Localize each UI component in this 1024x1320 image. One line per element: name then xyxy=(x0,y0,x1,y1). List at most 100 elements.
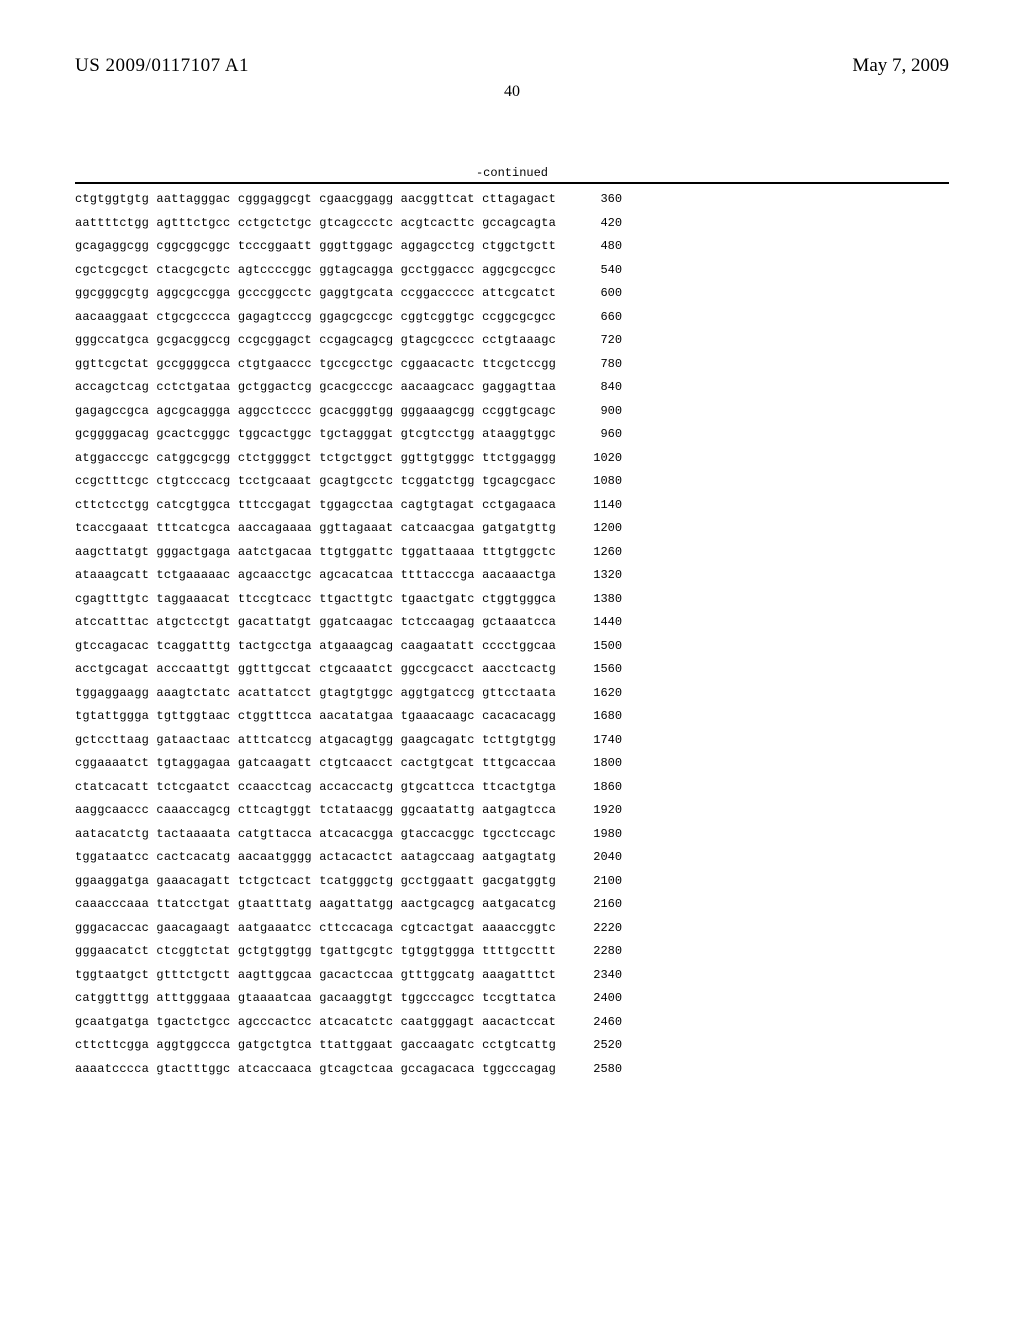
sequence-position: 360 xyxy=(582,190,622,208)
sequence-text: cttctcctgg catcgtggca tttccgagat tggagcc… xyxy=(75,496,556,514)
sequence-row: aaggcaaccc caaaccagcg cttcagtggt tctataa… xyxy=(75,801,949,819)
sequence-position: 2280 xyxy=(582,942,622,960)
sequence-text: ataaagcatt tctgaaaaac agcaacctgc agcacat… xyxy=(75,566,556,584)
sequence-text: caaacccaaa ttatcctgat gtaatttatg aagatta… xyxy=(75,895,556,913)
sequence-row: ggcgggcgtg aggcgccgga gcccggcctc gaggtgc… xyxy=(75,284,949,302)
sequence-row: tggtaatgct gtttctgctt aagttggcaa gacactc… xyxy=(75,966,949,984)
sequence-text: gggccatgca gcgacggccg ccgcggagct ccgagca… xyxy=(75,331,556,349)
sequence-text: aattttctgg agtttctgcc cctgctctgc gtcagcc… xyxy=(75,214,556,232)
sequence-text: cttcttcgga aggtggccca gatgctgtca ttattgg… xyxy=(75,1036,556,1054)
sequence-text: catggtttgg atttgggaaa gtaaaatcaa gacaagg… xyxy=(75,989,556,1007)
sequence-text: cggaaaatct tgtaggagaa gatcaagatt ctgtcaa… xyxy=(75,754,556,772)
sequence-text: tggtaatgct gtttctgctt aagttggcaa gacactc… xyxy=(75,966,556,984)
sequence-position: 1860 xyxy=(582,778,622,796)
sequence-row: gggccatgca gcgacggccg ccgcggagct ccgagca… xyxy=(75,331,949,349)
sequence-position: 1800 xyxy=(582,754,622,772)
sequence-position: 2040 xyxy=(582,848,622,866)
sequence-position: 1380 xyxy=(582,590,622,608)
sequence-position: 600 xyxy=(582,284,622,302)
sequence-position: 780 xyxy=(582,355,622,373)
sequence-row: tggataatcc cactcacatg aacaatgggg actacac… xyxy=(75,848,949,866)
sequence-position: 720 xyxy=(582,331,622,349)
sequence-row: tcaccgaaat tttcatcgca aaccagaaaa ggttaga… xyxy=(75,519,949,537)
sequence-text: aaaatcccca gtactttggc atcaccaaca gtcagct… xyxy=(75,1060,556,1078)
sequence-position: 1140 xyxy=(582,496,622,514)
sequence-text: aatacatctg tactaaaata catgttacca atcacac… xyxy=(75,825,556,843)
sequence-row: atccatttac atgctcctgt gacattatgt ggatcaa… xyxy=(75,613,949,631)
sequence-row: ggttcgctat gccggggcca ctgtgaaccc tgccgcc… xyxy=(75,355,949,373)
sequence-position: 2340 xyxy=(582,966,622,984)
sequence-row: aagcttatgt gggactgaga aatctgacaa ttgtgga… xyxy=(75,543,949,561)
sequence-position: 1200 xyxy=(582,519,622,537)
publication-date: May 7, 2009 xyxy=(852,55,949,77)
sequence-text: tggaggaagg aaagtctatc acattatcct gtagtgt… xyxy=(75,684,556,702)
sequence-listing: ctgtggtgtg aattagggac cgggaggcgt cgaacgg… xyxy=(75,182,949,1078)
sequence-row: ctgtggtgtg aattagggac cgggaggcgt cgaacgg… xyxy=(75,190,949,208)
sequence-position: 900 xyxy=(582,402,622,420)
sequence-row: ctatcacatt tctcgaatct ccaacctcag accacca… xyxy=(75,778,949,796)
sequence-position: 540 xyxy=(582,261,622,279)
sequence-row: cggaaaatct tgtaggagaa gatcaagatt ctgtcaa… xyxy=(75,754,949,772)
sequence-text: tcaccgaaat tttcatcgca aaccagaaaa ggttaga… xyxy=(75,519,556,537)
sequence-text: gcagaggcgg cggcggcggc tcccggaatt gggttgg… xyxy=(75,237,556,255)
sequence-position: 2160 xyxy=(582,895,622,913)
sequence-position: 480 xyxy=(582,237,622,255)
sequence-text: cgctcgcgct ctacgcgctc agtccccggc ggtagca… xyxy=(75,261,556,279)
sequence-text: acctgcagat acccaattgt ggtttgccat ctgcaaa… xyxy=(75,660,556,678)
sequence-row: aaaatcccca gtactttggc atcaccaaca gtcagct… xyxy=(75,1060,949,1078)
continued-label: -continued xyxy=(75,166,949,180)
sequence-row: gctccttaag gataactaac atttcatccg atgacag… xyxy=(75,731,949,749)
sequence-row: catggtttgg atttgggaaa gtaaaatcaa gacaagg… xyxy=(75,989,949,1007)
sequence-position: 1680 xyxy=(582,707,622,725)
sequence-text: ctgtggtgtg aattagggac cgggaggcgt cgaacgg… xyxy=(75,190,556,208)
sequence-position: 660 xyxy=(582,308,622,326)
sequence-position: 1620 xyxy=(582,684,622,702)
sequence-text: accagctcag cctctgataa gctggactcg gcacgcc… xyxy=(75,378,556,396)
sequence-text: gctccttaag gataactaac atttcatccg atgacag… xyxy=(75,731,556,749)
sequence-position: 420 xyxy=(582,214,622,232)
sequence-text: gggaacatct ctcggtctat gctgtggtgg tgattgc… xyxy=(75,942,556,960)
sequence-text: gggacaccac gaacagaagt aatgaaatcc cttccac… xyxy=(75,919,556,937)
sequence-text: aacaaggaat ctgcgcccca gagagtcccg ggagcgc… xyxy=(75,308,556,326)
sequence-row: aatacatctg tactaaaata catgttacca atcacac… xyxy=(75,825,949,843)
sequence-text: gcggggacag gcactcgggc tggcactggc tgctagg… xyxy=(75,425,556,443)
sequence-text: ctatcacatt tctcgaatct ccaacctcag accacca… xyxy=(75,778,556,796)
sequence-position: 840 xyxy=(582,378,622,396)
sequence-row: tgtattggga tgttggtaac ctggtttcca aacatat… xyxy=(75,707,949,725)
sequence-text: tggataatcc cactcacatg aacaatgggg actacac… xyxy=(75,848,556,866)
sequence-position: 1560 xyxy=(582,660,622,678)
sequence-position: 1500 xyxy=(582,637,622,655)
sequence-position: 1020 xyxy=(582,449,622,467)
sequence-position: 2220 xyxy=(582,919,622,937)
page-number: 40 xyxy=(75,83,949,101)
sequence-position: 2100 xyxy=(582,872,622,890)
document-header: US 2009/0117107 A1 May 7, 2009 xyxy=(75,55,949,77)
sequence-row: cttctcctgg catcgtggca tttccgagat tggagcc… xyxy=(75,496,949,514)
sequence-text: aaggcaaccc caaaccagcg cttcagtggt tctataa… xyxy=(75,801,556,819)
sequence-row: tggaggaagg aaagtctatc acattatcct gtagtgt… xyxy=(75,684,949,702)
sequence-position: 1080 xyxy=(582,472,622,490)
sequence-row: cttcttcgga aggtggccca gatgctgtca ttattgg… xyxy=(75,1036,949,1054)
sequence-position: 1320 xyxy=(582,566,622,584)
sequence-row: gcggggacag gcactcgggc tggcactggc tgctagg… xyxy=(75,425,949,443)
sequence-position: 2520 xyxy=(582,1036,622,1054)
sequence-text: gagagccgca agcgcaggga aggcctcccc gcacggg… xyxy=(75,402,556,420)
sequence-position: 1260 xyxy=(582,543,622,561)
sequence-position: 1980 xyxy=(582,825,622,843)
sequence-row: gagagccgca agcgcaggga aggcctcccc gcacggg… xyxy=(75,402,949,420)
sequence-row: gcagaggcgg cggcggcggc tcccggaatt gggttgg… xyxy=(75,237,949,255)
sequence-row: gggacaccac gaacagaagt aatgaaatcc cttccac… xyxy=(75,919,949,937)
publication-number: US 2009/0117107 A1 xyxy=(75,55,249,77)
sequence-row: gcaatgatga tgactctgcc agcccactcc atcacat… xyxy=(75,1013,949,1031)
sequence-row: ccgctttcgc ctgtcccacg tcctgcaaat gcagtgc… xyxy=(75,472,949,490)
sequence-row: acctgcagat acccaattgt ggtttgccat ctgcaaa… xyxy=(75,660,949,678)
sequence-text: cgagtttgtc taggaaacat ttccgtcacc ttgactt… xyxy=(75,590,556,608)
sequence-position: 2400 xyxy=(582,989,622,1007)
sequence-row: aacaaggaat ctgcgcccca gagagtcccg ggagcgc… xyxy=(75,308,949,326)
sequence-text: ggttcgctat gccggggcca ctgtgaaccc tgccgcc… xyxy=(75,355,556,373)
sequence-text: ggaaggatga gaaacagatt tctgctcact tcatggg… xyxy=(75,872,556,890)
sequence-text: gtccagacac tcaggatttg tactgcctga atgaaag… xyxy=(75,637,556,655)
sequence-text: aagcttatgt gggactgaga aatctgacaa ttgtgga… xyxy=(75,543,556,561)
sequence-row: accagctcag cctctgataa gctggactcg gcacgcc… xyxy=(75,378,949,396)
sequence-row: gggaacatct ctcggtctat gctgtggtgg tgattgc… xyxy=(75,942,949,960)
